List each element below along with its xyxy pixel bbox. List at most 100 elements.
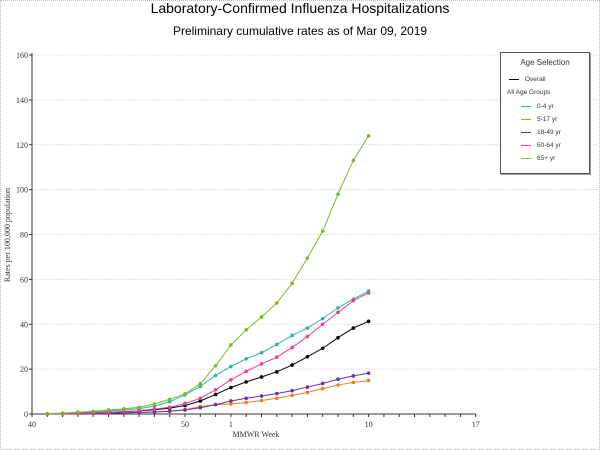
data-point bbox=[137, 408, 141, 413]
data-point bbox=[152, 410, 157, 414]
data-point bbox=[305, 326, 310, 330]
legend-title: Age Selection bbox=[520, 58, 570, 67]
legend-item-overall[interactable]: Overall bbox=[509, 73, 589, 86]
data-point bbox=[366, 371, 371, 375]
data-point bbox=[290, 345, 294, 350]
data-point bbox=[183, 408, 187, 412]
data-point bbox=[305, 354, 310, 359]
data-point bbox=[320, 386, 325, 391]
data-point bbox=[351, 158, 356, 163]
data-point bbox=[290, 388, 294, 393]
data-point bbox=[275, 396, 279, 401]
data-point bbox=[167, 405, 172, 410]
legend-swatch bbox=[509, 79, 519, 80]
x-axis-label: MMWR Week bbox=[233, 430, 280, 439]
y-tick-label: 100 bbox=[16, 186, 28, 195]
data-point bbox=[60, 411, 65, 415]
data-point bbox=[305, 390, 310, 395]
data-point bbox=[198, 396, 203, 401]
data-point bbox=[351, 326, 356, 330]
x-tick-label: 40 bbox=[28, 420, 36, 429]
data-point bbox=[290, 281, 294, 286]
chart-title: Laboratory-Confirmed Influenza Hospitali… bbox=[150, 0, 450, 16]
legend-label: 0-4 yr bbox=[537, 103, 554, 110]
data-point bbox=[259, 315, 264, 319]
data-point bbox=[336, 383, 340, 387]
series-overall bbox=[45, 319, 371, 416]
data-point bbox=[229, 385, 233, 390]
legend-label: 50-64 yr bbox=[537, 142, 561, 149]
legend-swatch bbox=[521, 145, 531, 146]
y-axis-label: Rates per 100,000 population bbox=[3, 188, 12, 282]
data-point bbox=[351, 374, 356, 378]
data-point bbox=[244, 380, 248, 384]
data-point bbox=[229, 378, 233, 382]
data-point bbox=[213, 373, 218, 378]
legend-swatch bbox=[521, 106, 531, 107]
x-tick-label: 1 bbox=[229, 420, 233, 429]
data-point bbox=[305, 256, 310, 260]
legend-label: 5-17 yr bbox=[537, 116, 558, 123]
data-point bbox=[167, 397, 172, 402]
data-point bbox=[198, 405, 203, 410]
data-point bbox=[366, 319, 371, 324]
legend-label: Overall bbox=[525, 76, 546, 83]
data-point bbox=[275, 370, 279, 374]
data-point bbox=[229, 402, 233, 406]
legend-swatch bbox=[521, 158, 531, 159]
data-point bbox=[213, 402, 218, 407]
y-tick-label: 160 bbox=[16, 51, 28, 60]
legend-swatch bbox=[521, 119, 531, 120]
legend-item[interactable]: 50-64 yr bbox=[521, 139, 589, 152]
y-tick-label: 80 bbox=[20, 231, 28, 240]
data-point bbox=[152, 402, 157, 406]
data-point bbox=[275, 355, 279, 360]
data-point bbox=[45, 411, 50, 416]
data-point bbox=[167, 409, 172, 414]
data-point bbox=[336, 310, 340, 315]
data-point bbox=[229, 343, 233, 347]
data-point bbox=[351, 298, 356, 303]
data-point bbox=[259, 398, 264, 403]
data-point bbox=[275, 301, 279, 305]
data-point bbox=[305, 385, 310, 389]
y-tick-label: 20 bbox=[20, 365, 28, 374]
data-point bbox=[91, 409, 95, 414]
data-point bbox=[213, 363, 218, 368]
data-point bbox=[183, 392, 187, 396]
x-tick-label: 17 bbox=[472, 420, 480, 429]
data-point bbox=[259, 375, 264, 379]
legend-item[interactable]: 65+ yr bbox=[521, 152, 589, 165]
series-0-4-yr bbox=[45, 289, 371, 416]
data-point bbox=[183, 401, 187, 406]
y-tick-label: 0 bbox=[24, 410, 28, 419]
series-line bbox=[47, 135, 370, 415]
data-point bbox=[122, 407, 126, 411]
data-point bbox=[259, 350, 264, 355]
legend-label: 65+ yr bbox=[537, 155, 556, 162]
data-point bbox=[198, 384, 203, 389]
data-point bbox=[244, 328, 248, 332]
data-point bbox=[259, 394, 264, 398]
data-point bbox=[290, 333, 294, 338]
data-point bbox=[305, 334, 310, 339]
data-point bbox=[275, 342, 279, 347]
data-point bbox=[336, 306, 340, 310]
legend: Age Selection Overall All Age Groups 0-4… bbox=[500, 52, 590, 174]
legend-label: 18-49 yr bbox=[537, 129, 561, 136]
series-65-yr bbox=[45, 133, 371, 416]
data-point bbox=[320, 346, 325, 351]
series-line bbox=[47, 372, 369, 415]
data-point bbox=[336, 192, 340, 196]
data-point bbox=[198, 399, 203, 403]
data-point bbox=[320, 229, 325, 233]
legend-group-heading: All Age Groups bbox=[507, 89, 551, 96]
data-point bbox=[213, 387, 218, 392]
legend-item[interactable]: 5-17 yr bbox=[521, 113, 589, 126]
legend-item[interactable]: 0-4 yr bbox=[521, 100, 589, 113]
chart-subtitle: Preliminary cumulative rates as of Mar 0… bbox=[172, 24, 428, 38]
data-point bbox=[290, 363, 294, 367]
data-point bbox=[244, 400, 248, 405]
legend-item[interactable]: 18-49 yr bbox=[521, 126, 589, 139]
data-point bbox=[259, 362, 264, 366]
